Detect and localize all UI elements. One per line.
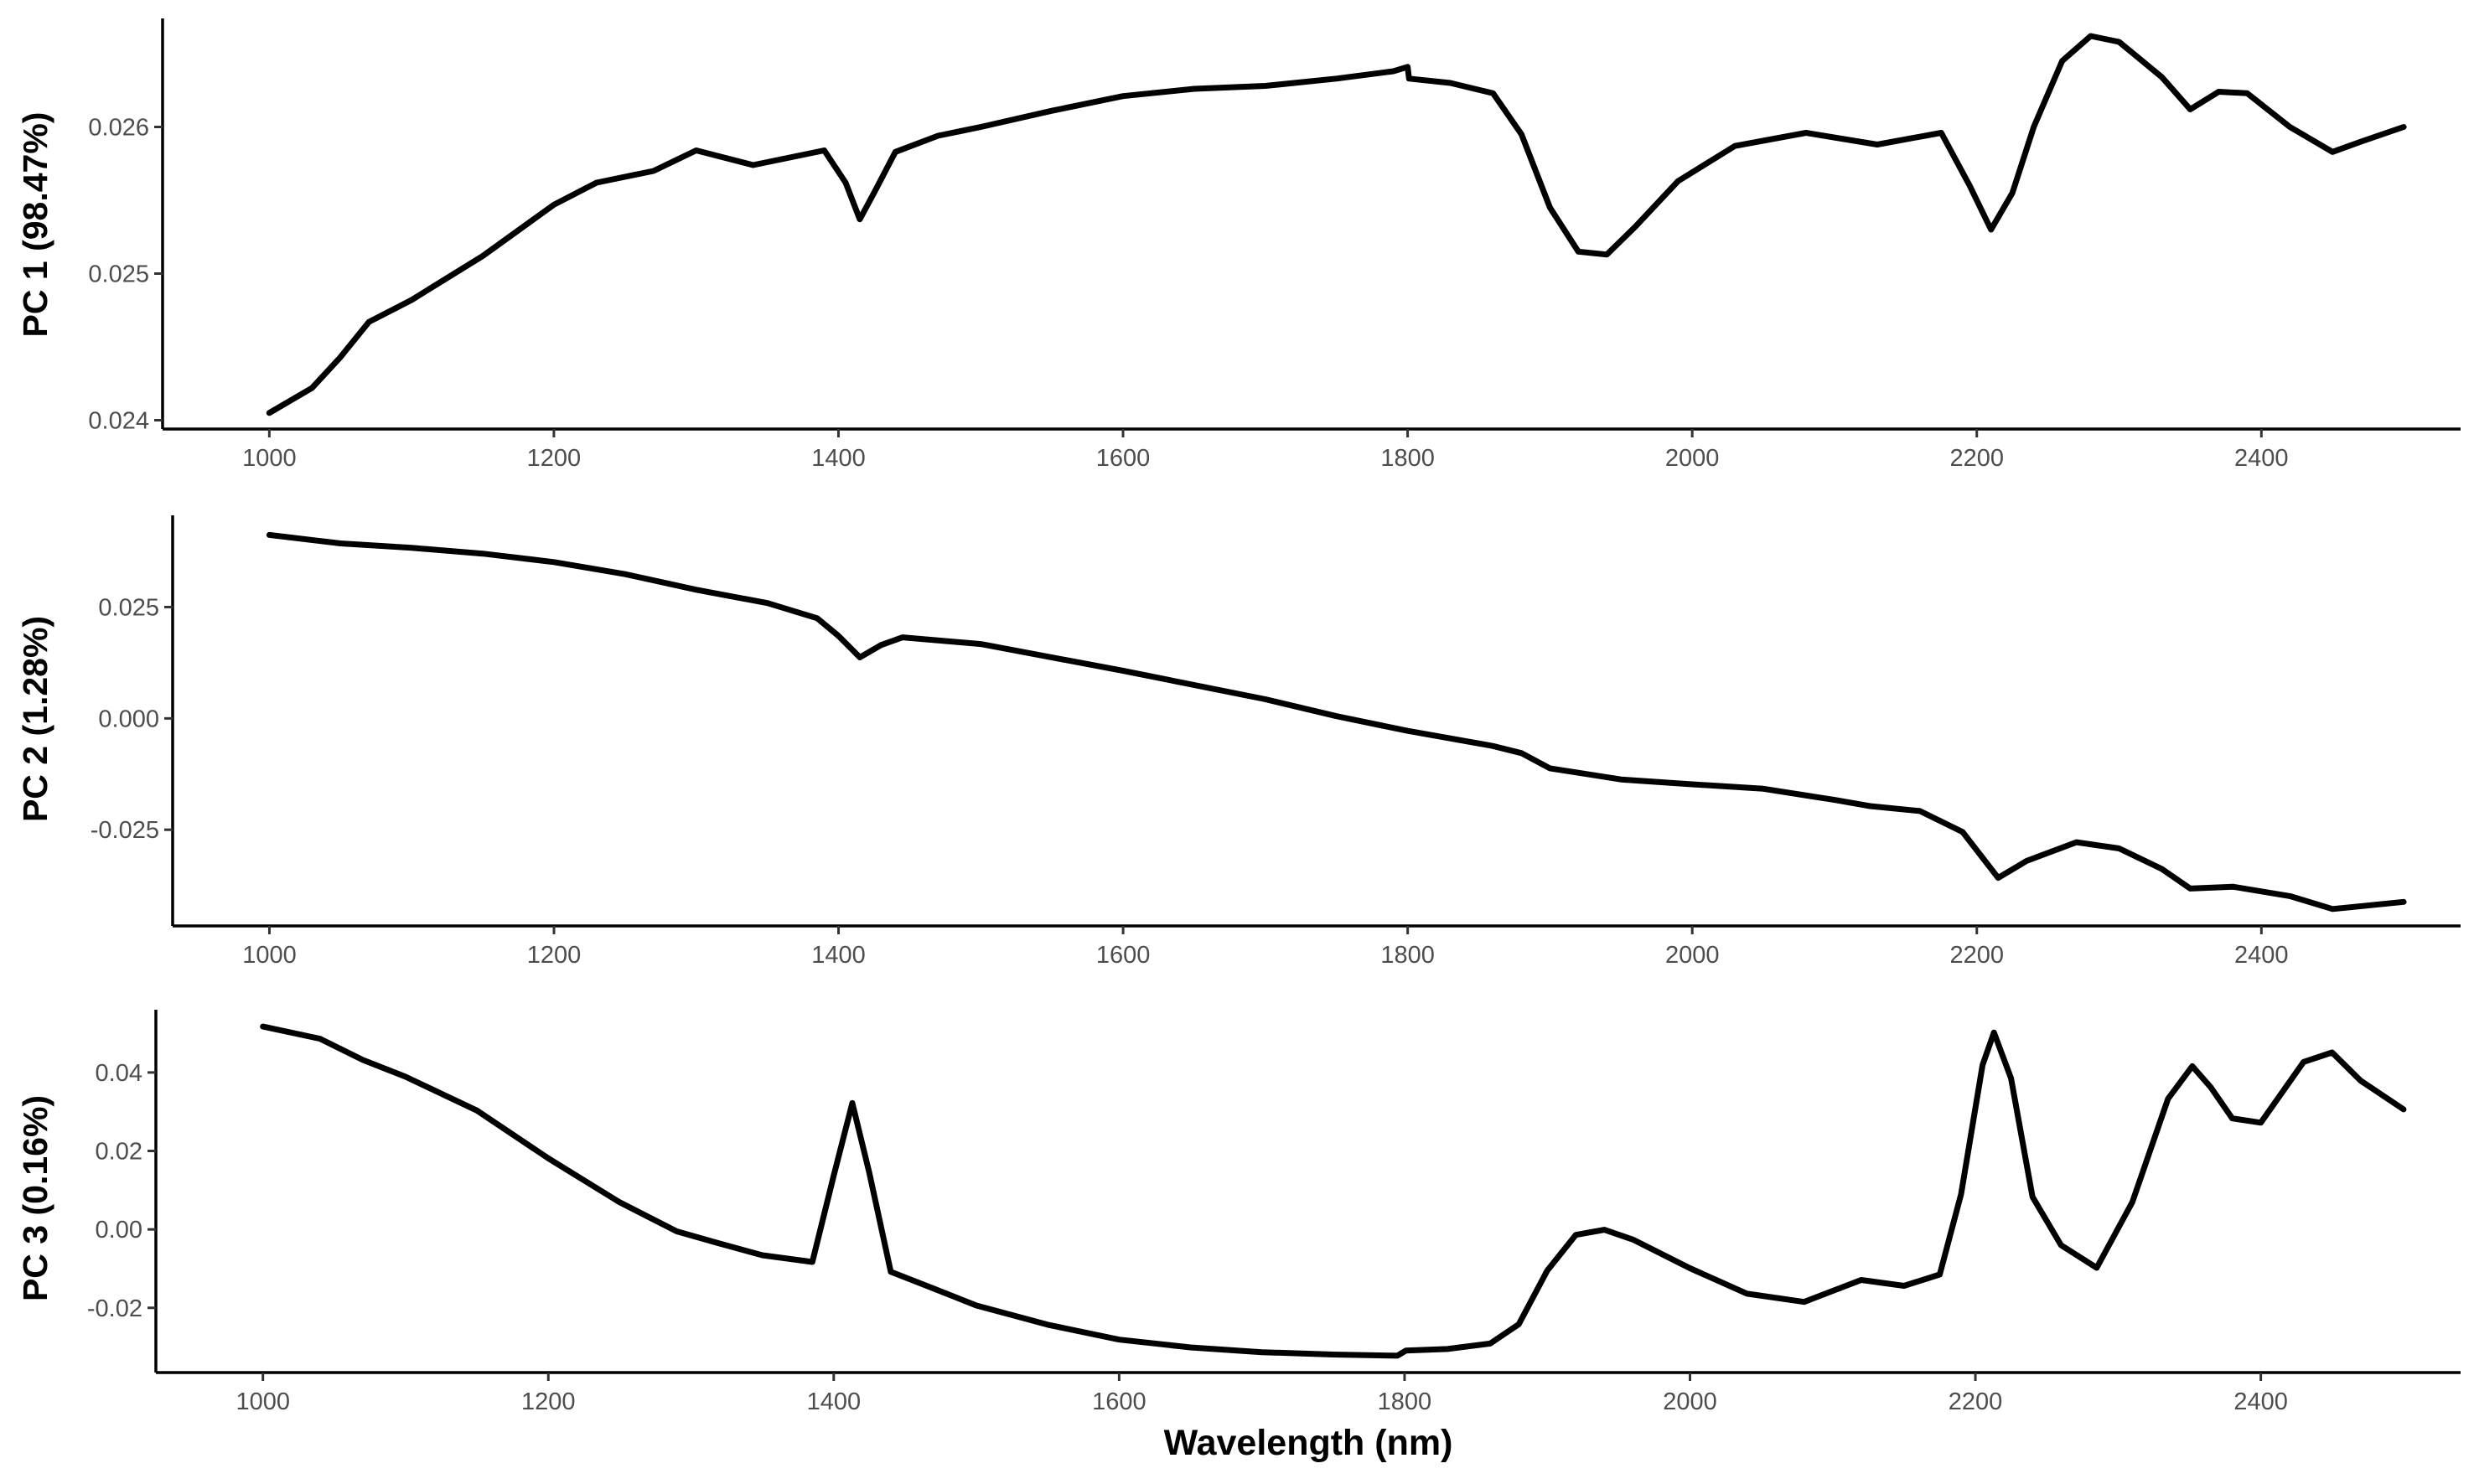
pc2-y-tick-label: 0.000	[98, 706, 159, 732]
pc1-x-tick-label: 2000	[1665, 445, 1720, 472]
pc2-x-tick-label: 1600	[1096, 942, 1151, 969]
pc3-x-tick-label: 2400	[2233, 1388, 2288, 1415]
pc2-y-tick-label: 0.025	[98, 594, 159, 621]
pc1-x-tick-label: 2400	[2234, 445, 2289, 472]
pc2-x-tick-label: 2400	[2234, 942, 2289, 969]
pc2-x-tick-label: 1800	[1380, 942, 1435, 969]
pc1-x-tick-label: 2200	[1949, 445, 2004, 472]
pc2-panel: 1000 1200 1400 1600 1800 2000 2200 2400 0.025 0.0…	[16, 515, 2461, 969]
pc1-y-tick-label: 0.025	[88, 261, 149, 288]
pc1-x-tick-label: 1800	[1380, 445, 1435, 472]
pc2-x-tick-label: 1200	[527, 942, 582, 969]
pc1-panel: 1000 1200 1400 1600 1800 2000 2200 2400 0.024 0.0…	[16, 18, 2461, 472]
pc3-panel: 1000 1200 1400 1600 1800 2000 2200 2400 0.04 0.02…	[16, 1010, 2461, 1415]
pc3-x-tick-label: 1200	[521, 1388, 576, 1415]
pc2-x-tick-label: 2200	[1950, 942, 2005, 969]
pc2-series-layer	[266, 531, 2407, 913]
pc3-y-tick-label: 0.04	[96, 1060, 142, 1087]
pc1-x-tick-label: 1400	[811, 445, 866, 472]
pc1-x-tick-label: 1000	[242, 445, 297, 472]
pc2-axes-layer: 1000 1200 1400 1600 1800 2000 2200 2400 0.025 0.0…	[91, 515, 2461, 969]
pc2-series-line	[266, 531, 2407, 913]
pc1-series-layer	[266, 33, 2407, 416]
pc3-x-tick-label: 1000	[235, 1388, 290, 1415]
pc1-x-tick-label: 1600	[1096, 445, 1151, 472]
pc3-y-tick-label: 0.02	[96, 1139, 142, 1166]
pc1-y-axis-title: PC 1 (98.47%)	[16, 112, 54, 338]
pc1-series-line	[266, 33, 2407, 416]
pc1-x-tick-label: 1200	[527, 445, 582, 472]
pc2-x-tick-label: 1000	[242, 942, 297, 969]
pc3-axes-layer: 1000 1200 1400 1600 1800 2000 2200 2400 0.04 0.02…	[87, 1010, 2461, 1415]
pc2-y-tick-label: -0.025	[91, 817, 159, 844]
x-axis-title: Wavelength (nm)	[1164, 1423, 1453, 1463]
pc2-x-tick-label: 1400	[811, 942, 866, 969]
pc3-series-layer	[260, 1023, 2407, 1359]
pc3-x-tick-label: 1400	[807, 1388, 862, 1415]
pc2-y-axis-title: PC 2 (1.28%)	[16, 616, 54, 822]
pc3-x-tick-label: 1800	[1378, 1388, 1432, 1415]
pc3-x-tick-label: 1600	[1092, 1388, 1146, 1415]
pc3-x-tick-label: 2200	[1949, 1388, 2003, 1415]
pc3-y-tick-label: -0.02	[87, 1295, 142, 1322]
pc3-x-tick-label: 2000	[1663, 1388, 1717, 1415]
pc1-axes-layer: 1000 1200 1400 1600 1800 2000 2200 2400 0.024 0.0…	[88, 18, 2461, 472]
pc1-y-tick-label: 0.026	[88, 115, 149, 142]
pc3-series-line	[260, 1023, 2407, 1359]
pc3-y-axis-title: PC 3 (0.16%)	[16, 1095, 54, 1301]
pc1-y-tick-label: 0.024	[88, 408, 149, 435]
pc2-x-tick-label: 2000	[1665, 942, 1720, 969]
pc3-y-tick-label: 0.00	[96, 1217, 142, 1244]
